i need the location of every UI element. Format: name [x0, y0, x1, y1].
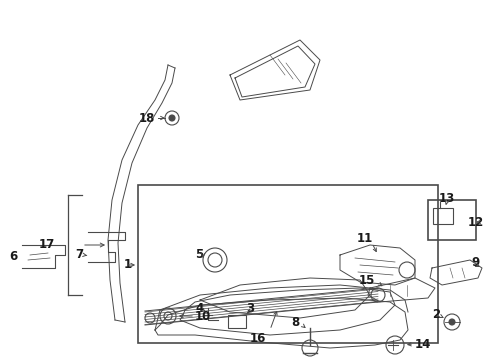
Text: 2: 2: [431, 307, 439, 320]
Text: 8: 8: [291, 316, 299, 329]
Bar: [227, 315, 245, 328]
Text: 13: 13: [438, 192, 454, 204]
Circle shape: [448, 319, 454, 325]
Text: 16: 16: [249, 332, 265, 345]
Bar: [432, 208, 452, 224]
Text: 7: 7: [75, 248, 83, 261]
Text: 17: 17: [39, 238, 55, 251]
Text: 1: 1: [123, 258, 132, 271]
Text: 11: 11: [356, 231, 372, 244]
Text: 12: 12: [467, 216, 483, 229]
Text: 9: 9: [470, 256, 478, 270]
Text: 4: 4: [196, 302, 203, 315]
Text: 3: 3: [245, 302, 254, 315]
Text: 15: 15: [358, 274, 374, 287]
Bar: [138, 185, 437, 343]
Text: 6: 6: [10, 249, 18, 262]
Bar: [427, 200, 475, 240]
Text: 18: 18: [138, 112, 155, 125]
Circle shape: [169, 115, 175, 121]
Text: 10: 10: [195, 310, 211, 323]
Text: 14: 14: [414, 338, 430, 351]
Text: 5: 5: [194, 248, 203, 261]
